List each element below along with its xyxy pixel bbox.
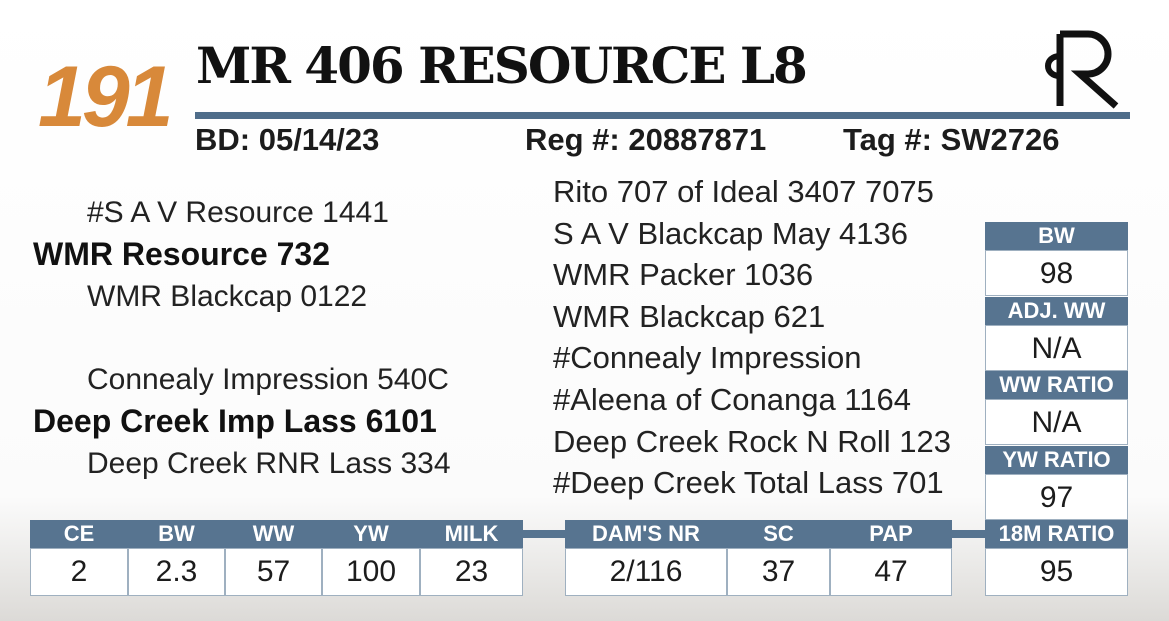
epd-value: 100 xyxy=(322,548,420,596)
connector xyxy=(952,530,985,538)
dam: Deep Creek Imp Lass 6101 xyxy=(33,403,437,439)
great-grandparent: WMR Blackcap 621 xyxy=(553,298,826,334)
tag: Tag #: SW2726 xyxy=(843,122,1060,157)
registration: Reg #: 20887871 xyxy=(525,122,767,157)
ratio-value: N/A xyxy=(985,325,1128,371)
sire-dam: WMR Blackcap 0122 xyxy=(87,280,368,313)
sire: WMR Resource 732 xyxy=(33,236,330,272)
ratio-value: 98 xyxy=(985,250,1128,296)
epd-value: 47 xyxy=(830,548,952,596)
ratio-header: YW RATIO xyxy=(985,446,1128,474)
ratio-value: 95 xyxy=(985,548,1128,596)
ratio-header: BW xyxy=(985,222,1128,250)
epd-value: 2/116 xyxy=(565,548,727,596)
ratio-header: 18M RATIO xyxy=(985,520,1128,548)
great-grandparent: S A V Blackcap May 4136 xyxy=(553,215,908,251)
epd-header: BW xyxy=(128,520,225,548)
great-grandparent: Rito 707 of Ideal 3407 7075 xyxy=(553,174,934,209)
logo xyxy=(1045,30,1119,109)
epd-header: YW xyxy=(322,520,420,548)
title-rule xyxy=(195,112,1130,119)
epd-header: PAP xyxy=(830,520,952,548)
lot-number: 191 xyxy=(38,49,173,145)
birth-date: BD: 05/14/23 xyxy=(195,122,380,157)
great-grandparent: #Deep Creek Total Lass 701 xyxy=(553,465,944,501)
epd-header: DAM'S NR xyxy=(565,520,727,548)
ratio-value: 97 xyxy=(985,474,1128,520)
connector xyxy=(523,530,565,538)
epd-value: 23 xyxy=(420,548,523,596)
ratio-header: WW RATIO xyxy=(985,371,1128,399)
ratio-value: N/A xyxy=(985,399,1128,445)
great-grandparent: #Aleena of Conanga 1164 xyxy=(553,382,911,417)
epd-header: MILK xyxy=(420,520,523,548)
epd-value: 37 xyxy=(727,548,830,596)
epd-value: 2 xyxy=(30,548,128,596)
great-grandparent: Deep Creek Rock N Roll 123 xyxy=(553,423,952,459)
epd-value: 2.3 xyxy=(128,548,225,596)
dam-dam: Deep Creek RNR Lass 334 xyxy=(87,447,451,480)
dam-sire: Connealy Impression 540C xyxy=(87,363,449,396)
ratio-header: ADJ. WW xyxy=(985,297,1128,325)
sire-sire: #S A V Resource 1441 xyxy=(87,196,389,229)
animal-name: MR 406 RESOURCE L8 xyxy=(196,36,808,95)
epd-header: SC xyxy=(727,520,830,548)
epd-header: CE xyxy=(30,520,128,548)
epd-header: WW xyxy=(225,520,322,548)
great-grandparent: #Connealy Impression xyxy=(553,340,862,376)
great-grandparent: WMR Packer 1036 xyxy=(553,257,814,293)
epd-value: 57 xyxy=(225,548,322,596)
